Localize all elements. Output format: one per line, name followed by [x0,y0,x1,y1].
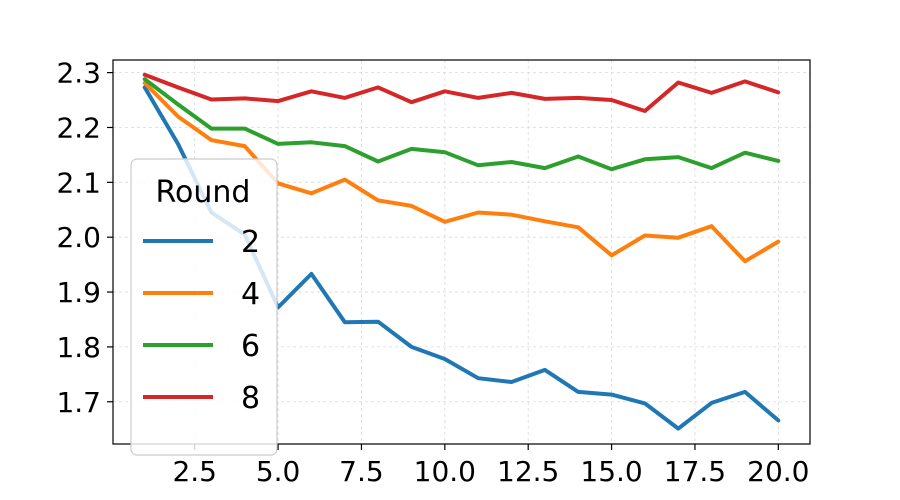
x-tick-label: 12.5 [497,455,559,488]
x-tick-label: 2.5 [172,455,217,488]
x-tick-label: 5.0 [256,455,301,488]
legend-label-6: 6 [241,329,260,364]
series-line-8 [142,72,781,113]
legend-label-4: 4 [241,277,260,312]
x-tick-label: 20.0 [747,455,809,488]
y-tick-label: 2.0 [56,221,101,254]
legend-box [130,158,278,456]
y-tick-label: 2.3 [56,57,101,90]
y-tick-label: 1.7 [56,386,101,419]
series-line-4 [142,81,781,264]
legend: Round 2 4 6 8 [130,158,278,456]
x-axis: 2.5 5.0 7.5 10.0 12.5 15.0 17.5 20.0 [172,444,809,488]
series-line-6 [142,77,781,172]
x-tick-label: 17.5 [664,455,726,488]
plot-frame [112,59,811,445]
y-tick-label: 2.1 [56,166,101,199]
legend-label-2: 2 [241,225,260,260]
y-tick-label: 1.8 [56,331,101,364]
x-tick-label: 10.0 [414,455,476,488]
x-tick-label: 7.5 [339,455,384,488]
y-tick-label: 2.2 [56,111,101,144]
legend-entries: 2 4 6 8 [143,225,260,416]
legend-label-8: 8 [241,381,260,416]
y-axis: 1.7 1.8 1.9 2.0 2.1 2.2 2.3 [56,57,113,419]
legend-title: Round [156,175,251,210]
y-tick-label: 1.9 [56,276,101,309]
x-tick-label: 15.0 [580,455,642,488]
